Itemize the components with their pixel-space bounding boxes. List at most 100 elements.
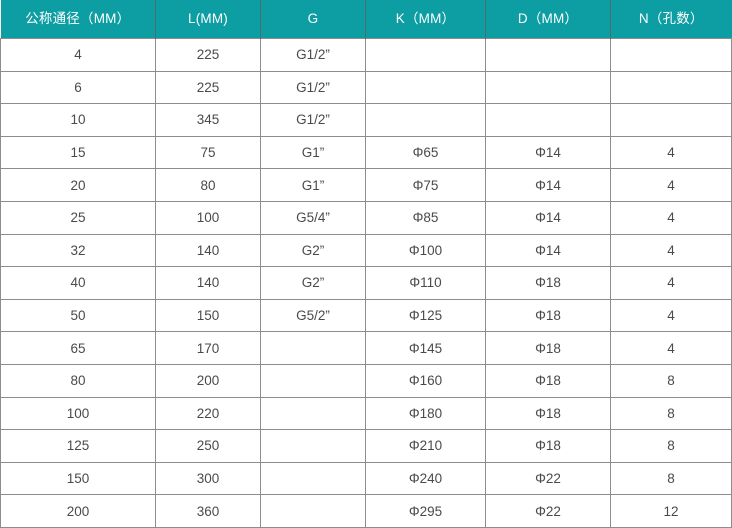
cell-k: Φ75 [365,168,486,202]
cell-l: 225 [155,38,261,72]
cell-l: 225 [155,71,261,105]
cell-dn: 4 [0,38,156,72]
cell-d: Φ18 [485,429,611,463]
cell-l: 140 [155,234,261,268]
cell-k: Φ85 [365,201,486,235]
cell-l: 80 [155,168,261,202]
cell-k: Φ65 [365,136,486,170]
column-header-length: L(MM) [155,0,261,39]
cell-d: Φ14 [485,168,611,202]
cell-dn: 40 [0,266,156,300]
cell-l: 250 [155,429,261,463]
cell-k [365,103,486,137]
cell-d [485,38,611,72]
cell-g: G1” [260,136,366,170]
cell-d: Φ22 [485,462,611,496]
cell-n: 4 [610,201,732,235]
table-row: 200 360 Φ295 Φ22 12 [0,494,732,528]
cell-g: G2” [260,234,366,268]
column-header-hole-count: N（孔数） [610,0,732,39]
column-header-thread: G [260,0,366,39]
cell-dn: 10 [0,103,156,137]
table-row: 20 80 G1” Φ75 Φ14 4 [0,168,732,202]
cell-n: 4 [610,331,732,365]
cell-n [610,103,732,137]
cell-d: Φ18 [485,331,611,365]
cell-dn: 65 [0,331,156,365]
table-header-row: 公称通径（MM） L(MM) G K（MM） D（MM） N（孔数） [0,0,732,39]
cell-l: 75 [155,136,261,170]
table-row: 10 345 G1/2” [0,103,732,137]
cell-k: Φ240 [365,462,486,496]
cell-g: G1/2” [260,71,366,105]
table-row: 150 300 Φ240 Φ22 8 [0,462,732,496]
cell-k [365,71,486,105]
cell-l: 345 [155,103,261,137]
cell-dn: 25 [0,201,156,235]
cell-n: 8 [610,429,732,463]
cell-g: G2” [260,266,366,300]
cell-l: 200 [155,364,261,398]
cell-dn: 32 [0,234,156,268]
column-header-d: D（MM） [485,0,611,39]
cell-g [260,331,366,365]
table-row: 65 170 Φ145 Φ18 4 [0,331,732,365]
cell-l: 360 [155,494,261,528]
column-header-k: K（MM） [365,0,486,39]
cell-g: G1” [260,168,366,202]
cell-g [260,429,366,463]
cell-n: 12 [610,494,732,528]
cell-g [260,397,366,431]
cell-n [610,38,732,72]
cell-n: 4 [610,168,732,202]
cell-g: G5/4” [260,201,366,235]
cell-k: Φ145 [365,331,486,365]
cell-d [485,103,611,137]
table-row: 6 225 G1/2” [0,71,732,105]
cell-dn: 6 [0,71,156,105]
cell-dn: 150 [0,462,156,496]
cell-k: Φ125 [365,299,486,333]
cell-k: Φ100 [365,234,486,268]
table-row: 15 75 G1” Φ65 Φ14 4 [0,136,732,170]
cell-d: Φ18 [485,364,611,398]
cell-dn: 15 [0,136,156,170]
column-header-nominal-diameter: 公称通径（MM） [0,0,156,39]
cell-k: Φ295 [365,494,486,528]
cell-d: Φ22 [485,494,611,528]
table-row: 4 225 G1/2” [0,38,732,72]
cell-d: Φ14 [485,201,611,235]
table-row: 100 220 Φ180 Φ18 8 [0,397,732,431]
cell-d: Φ18 [485,299,611,333]
cell-k: Φ160 [365,364,486,398]
table-body: 4 225 G1/2” 6 225 G1/2” 10 345 G1/2” 15 75 G1” Φ65 Φ1… [0,38,732,528]
cell-n: 8 [610,364,732,398]
cell-k [365,38,486,72]
cell-dn: 125 [0,429,156,463]
cell-dn: 200 [0,494,156,528]
cell-k: Φ180 [365,397,486,431]
table-row: 125 250 Φ210 Φ18 8 [0,429,732,463]
cell-g [260,364,366,398]
table-row: 40 140 G2” Φ110 Φ18 4 [0,266,732,300]
cell-g: G5/2” [260,299,366,333]
cell-d [485,71,611,105]
cell-l: 150 [155,299,261,333]
cell-l: 170 [155,331,261,365]
cell-n: 4 [610,299,732,333]
cell-d: Φ14 [485,234,611,268]
cell-l: 100 [155,201,261,235]
cell-k: Φ210 [365,429,486,463]
cell-n: 4 [610,136,732,170]
cell-g [260,494,366,528]
cell-g: G1/2” [260,38,366,72]
cell-dn: 100 [0,397,156,431]
cell-l: 140 [155,266,261,300]
cell-d: Φ18 [485,397,611,431]
cell-g [260,462,366,496]
cell-k: Φ110 [365,266,486,300]
cell-dn: 80 [0,364,156,398]
table-header: 公称通径（MM） L(MM) G K（MM） D（MM） N（孔数） [0,0,732,39]
